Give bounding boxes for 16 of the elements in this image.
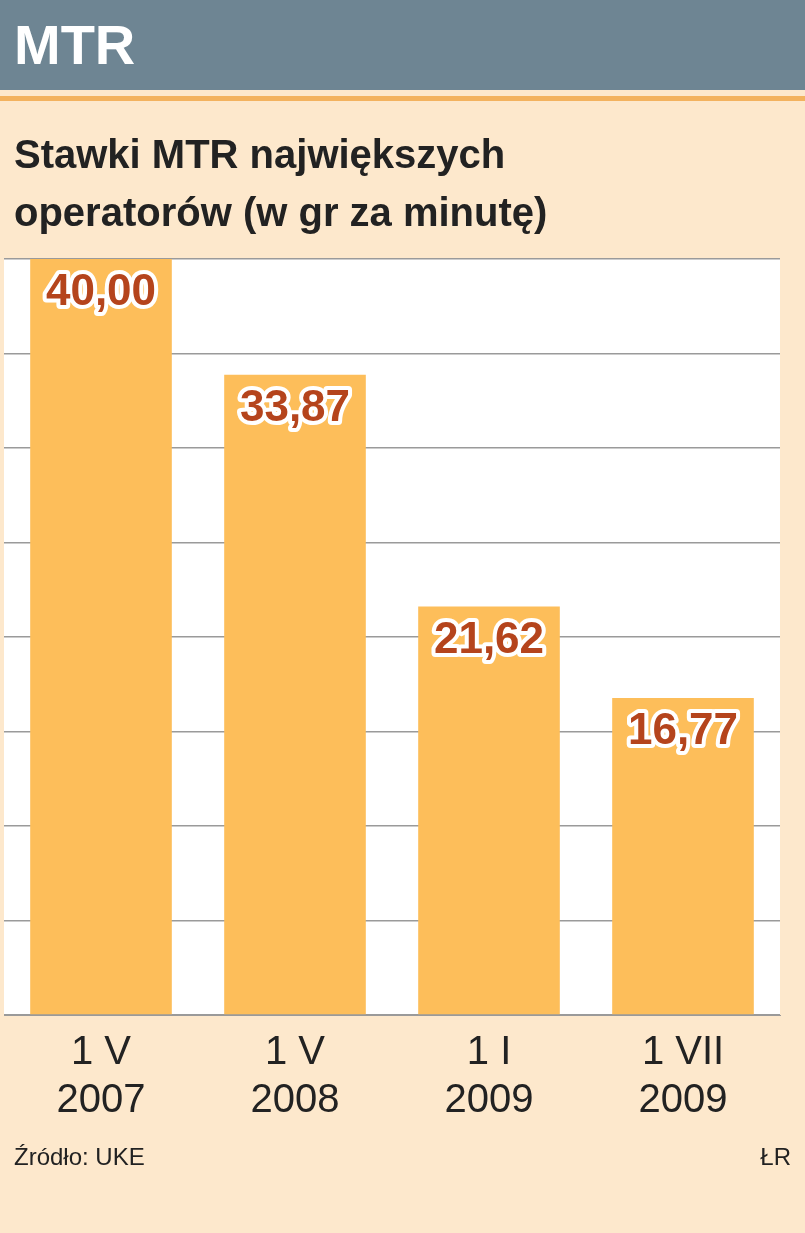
text: ŁR	[760, 1143, 791, 1171]
x-tick-label: 1 VII 2009	[638, 1028, 728, 1121]
data-label: 33,87	[239, 381, 351, 430]
bar	[612, 698, 754, 1015]
text: Źródło: UKE	[14, 1143, 145, 1171]
chart-title: MTR	[0, 0, 805, 90]
x-tick-label: 1 V 2008	[250, 1028, 340, 1121]
x-tick-label: 1 V 2007	[56, 1028, 146, 1121]
x-tick-label: 1 I 2009	[444, 1028, 534, 1121]
bar	[224, 374, 366, 1015]
data-label: 16,77	[627, 704, 739, 754]
chart-subtitle: Stawki MTR największych operatorów (w gr za minutę)	[13, 131, 549, 236]
bar	[30, 259, 172, 1015]
data-label: 40,00	[45, 265, 157, 315]
bar	[418, 606, 560, 1015]
data-label: 21,62	[433, 612, 545, 662]
